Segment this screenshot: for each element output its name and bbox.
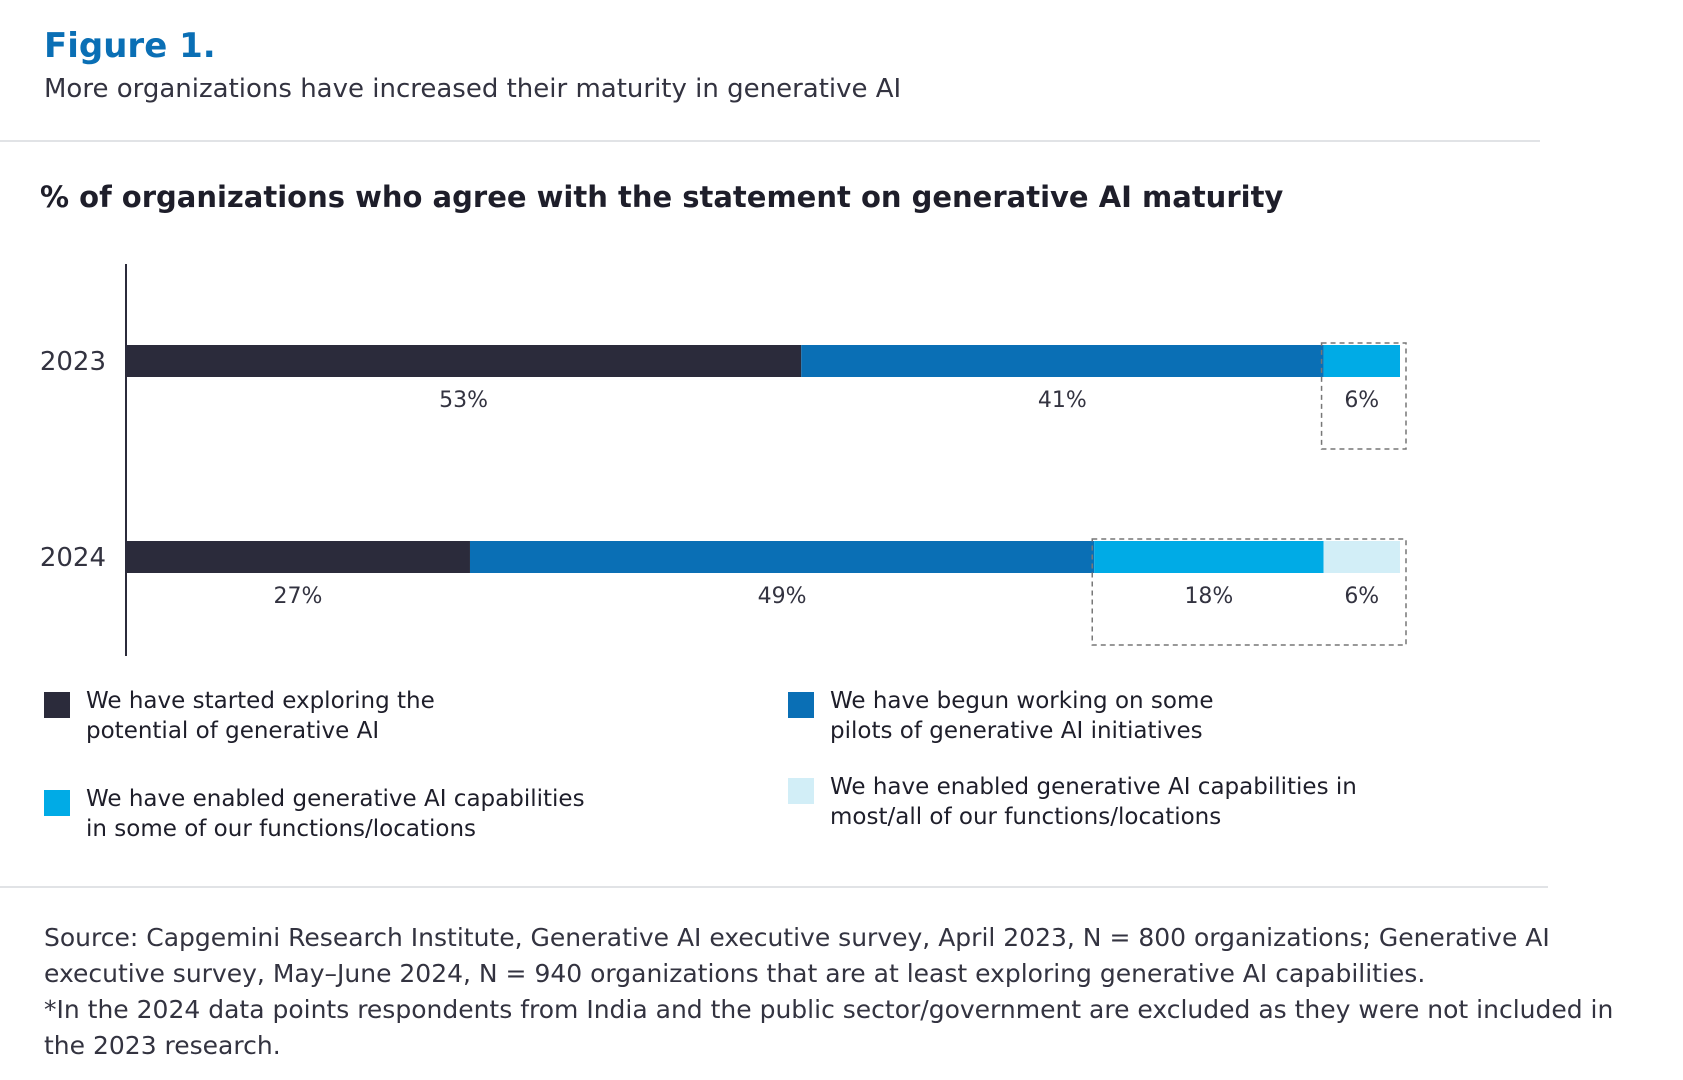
- legend-label-some-functions: We have enabled generative AI capabiliti…: [86, 786, 585, 842]
- data-label-2023-series-2: 6%: [1344, 388, 1379, 413]
- data-label-2023-series-1: 41%: [1038, 388, 1087, 413]
- data-label-2024-series-3: 6%: [1344, 584, 1379, 609]
- legend-swatch-some-functions: [44, 790, 70, 816]
- bar-2024-series-2: [1094, 541, 1324, 573]
- figure-subtitle: More organizations have increased their …: [44, 74, 902, 104]
- chart-title: % of organizations who agree with the st…: [40, 180, 1284, 214]
- stacked-bar-chart: 2023 53% 41% 6% 2024 27% 49% 18% 6%: [40, 264, 1407, 656]
- figure-title: Figure 1.: [44, 26, 216, 66]
- bar-2024-series-0: [126, 541, 470, 573]
- bottom-divider: [0, 886, 1548, 888]
- bar-2024-series-3: [1323, 541, 1400, 573]
- bar-2023-series-0: [126, 345, 802, 377]
- legend-item-most-functions: We have enabled generative AI capabiliti…: [788, 772, 1357, 832]
- data-label-2024-series-1: 49%: [758, 584, 807, 609]
- bar-2023-series-1: [801, 345, 1324, 377]
- bar-2024-series-1: [469, 541, 1095, 573]
- legend-swatch-most-functions: [788, 778, 814, 804]
- legend-label-most-functions: We have enabled generative AI capabiliti…: [830, 774, 1357, 830]
- legend-item-pilots: We have begun working on some pilots of …: [788, 686, 1214, 746]
- legend-label-pilots: We have begun working on some pilots of …: [830, 688, 1214, 744]
- data-label-2024-series-0: 27%: [274, 584, 323, 609]
- data-label-2023-series-0: 53%: [439, 388, 488, 413]
- legend-item-some-functions: We have enabled generative AI capabiliti…: [44, 784, 585, 844]
- legend-item-exploring: We have started exploring the potential …: [44, 686, 435, 746]
- legend-swatch-pilots: [788, 692, 814, 718]
- highlight-box-2024: [1091, 538, 1407, 646]
- footnote-line: *In the 2024 data points respondents fro…: [44, 995, 1614, 1060]
- source-note: Source: Capgemini Research Institute, Ge…: [44, 920, 1644, 1064]
- legend-swatch-exploring: [44, 692, 70, 718]
- category-label-2024: 2024: [40, 543, 106, 573]
- bar-2023-series-2: [1323, 345, 1400, 377]
- legend-label-exploring: We have started exploring the potential …: [86, 688, 435, 744]
- highlight-box-2023: [1320, 342, 1407, 450]
- source-line: Source: Capgemini Research Institute, Ge…: [44, 923, 1550, 988]
- category-label-2023: 2023: [40, 347, 106, 377]
- data-label-2024-series-2: 18%: [1184, 584, 1233, 609]
- top-divider: [0, 140, 1540, 142]
